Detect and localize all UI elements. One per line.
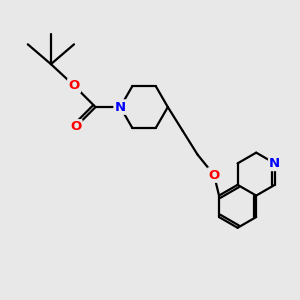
Text: O: O xyxy=(68,79,80,92)
Text: N: N xyxy=(115,100,126,114)
Text: N: N xyxy=(269,157,281,170)
Text: O: O xyxy=(208,169,220,182)
Text: O: O xyxy=(70,120,81,134)
